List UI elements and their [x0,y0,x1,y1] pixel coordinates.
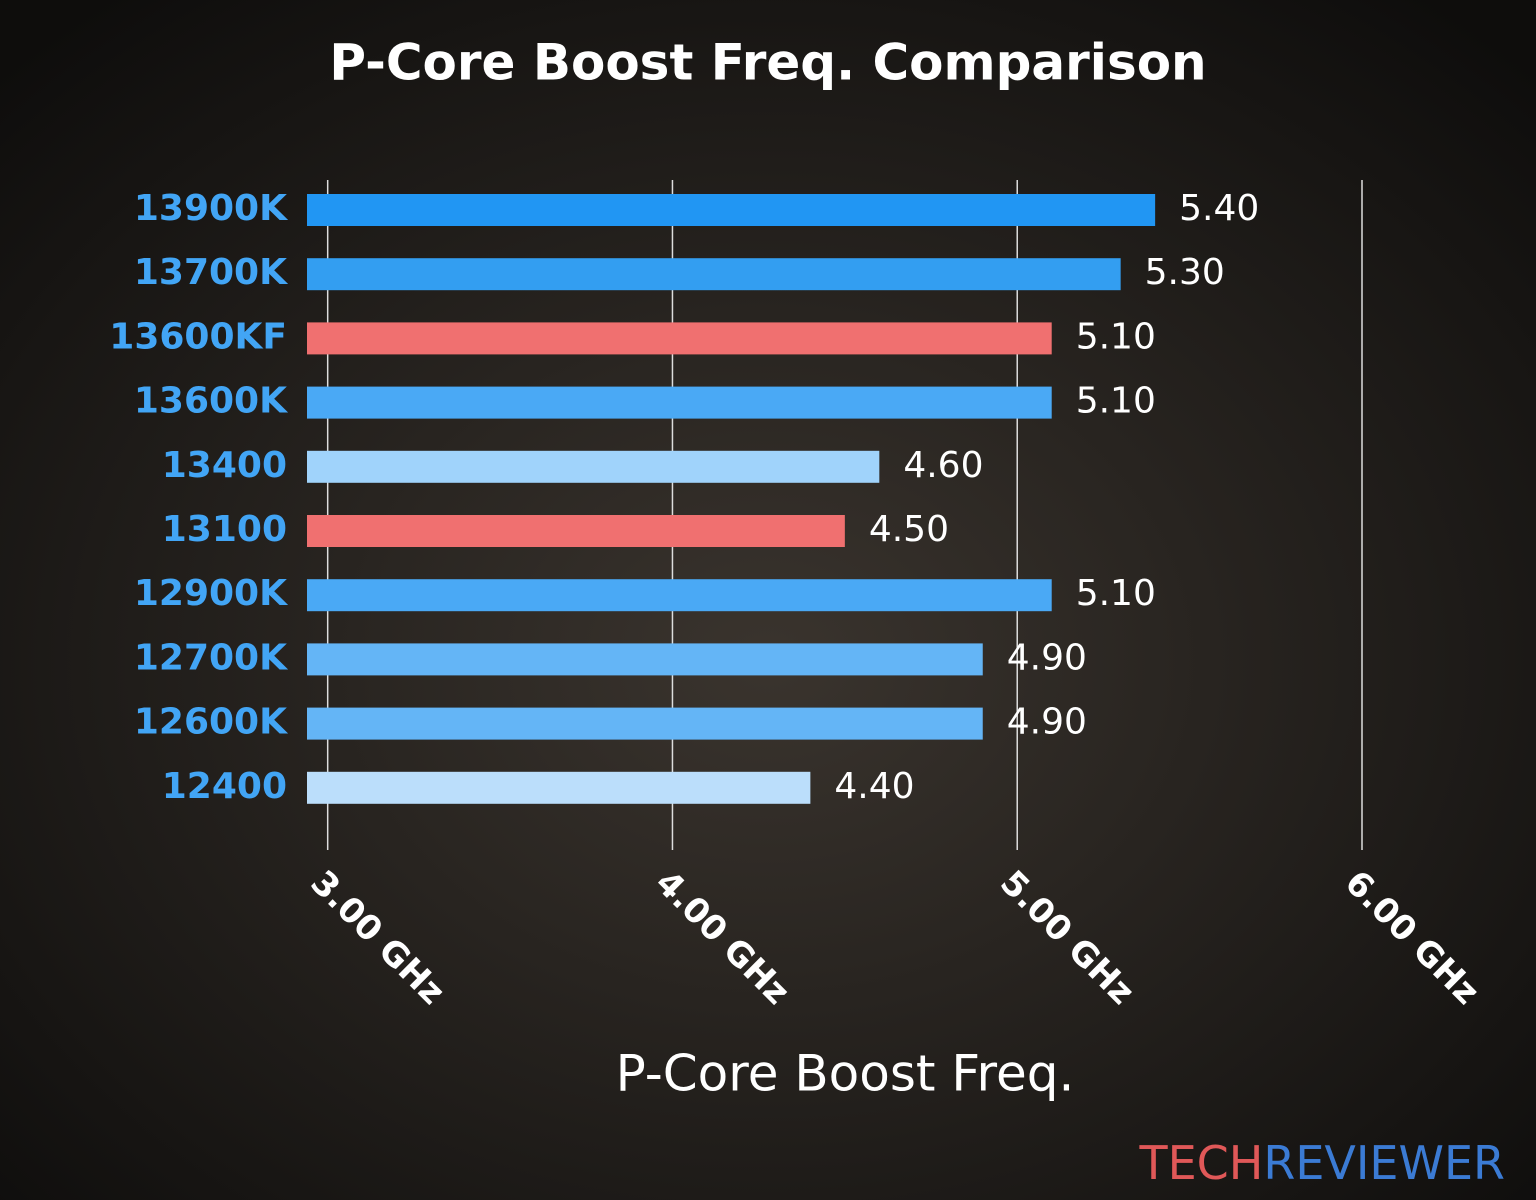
bar [307,579,1052,612]
y-tick-label: 12600K [134,702,288,743]
bar [307,450,880,483]
y-tick-label: 13100 [162,509,287,550]
y-tick-label: 12400 [162,766,287,807]
y-tick-label: 13900K [134,188,288,229]
watermark-bottom: TECHREVIEWER [1138,1136,1505,1190]
y-tick-label: 13400 [162,445,287,486]
bar [307,515,845,547]
bar [307,771,811,804]
bar [307,643,983,676]
value-label: 4.90 [1007,702,1087,743]
y-tick-label: 12900K [134,573,288,614]
value-label: 5.40 [1179,188,1259,229]
value-label: 5.10 [1076,573,1156,614]
bar [307,194,1156,226]
value-label: 5.30 [1145,252,1225,293]
y-tick-label: 12700K [134,637,288,678]
bar [307,707,983,740]
value-label: 5.10 [1076,316,1156,357]
bar [307,322,1052,355]
x-axis-label: P-Core Boost Freq. [616,1045,1075,1103]
y-tick-label: 13600K [134,381,288,422]
chart-title: P-Core Boost Freq. Comparison [329,34,1206,92]
watermark: TECHREVIEWER [1138,1136,1505,1190]
value-label: 4.50 [869,509,949,550]
value-label: 4.60 [903,445,983,486]
bar [307,386,1052,419]
value-label: 4.90 [1007,637,1087,678]
value-label: 4.40 [834,766,914,807]
y-tick-label: 13600KF [109,316,287,357]
value-label: 5.10 [1076,381,1156,422]
bar [307,258,1121,291]
y-tick-label: 13700K [134,252,288,293]
